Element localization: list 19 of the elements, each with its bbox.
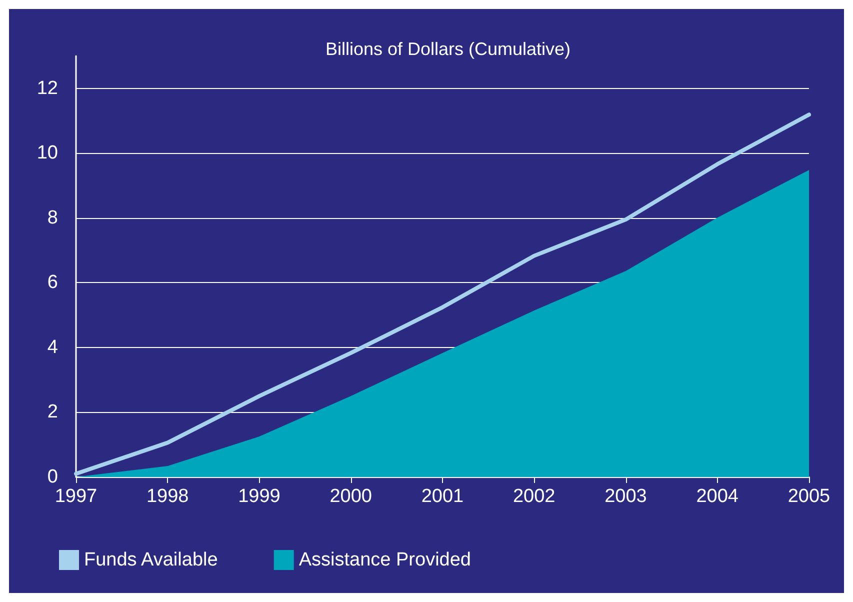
x-tick-label: 2001 [421,486,464,507]
y-tick-label: 0 [47,466,58,488]
y-tick-label: 6 [47,272,58,294]
x-tick-label: 2002 [512,486,556,507]
y-tick-label: 12 [36,78,58,99]
y-tick-label: 4 [47,336,58,358]
x-tick-label: 2004 [696,486,739,507]
chart-title: Billions of Dollars (Cumulative) [325,39,571,59]
y-tick-label: 2 [47,402,58,423]
x-tick-label: 1998 [146,486,189,507]
x-tick-label: 1999 [238,486,280,507]
x-tick-label: 1997 [54,486,98,507]
y-tick-label: 8 [47,207,58,228]
y-tick-label: 10 [36,142,58,164]
legend-label: Assistance Provided [298,550,471,570]
x-tick-label: 2005 [788,486,830,507]
x-tick-label: 2000 [330,486,372,507]
x-tick-label: 2003 [604,486,647,507]
legend-label: Funds Available [84,550,218,570]
